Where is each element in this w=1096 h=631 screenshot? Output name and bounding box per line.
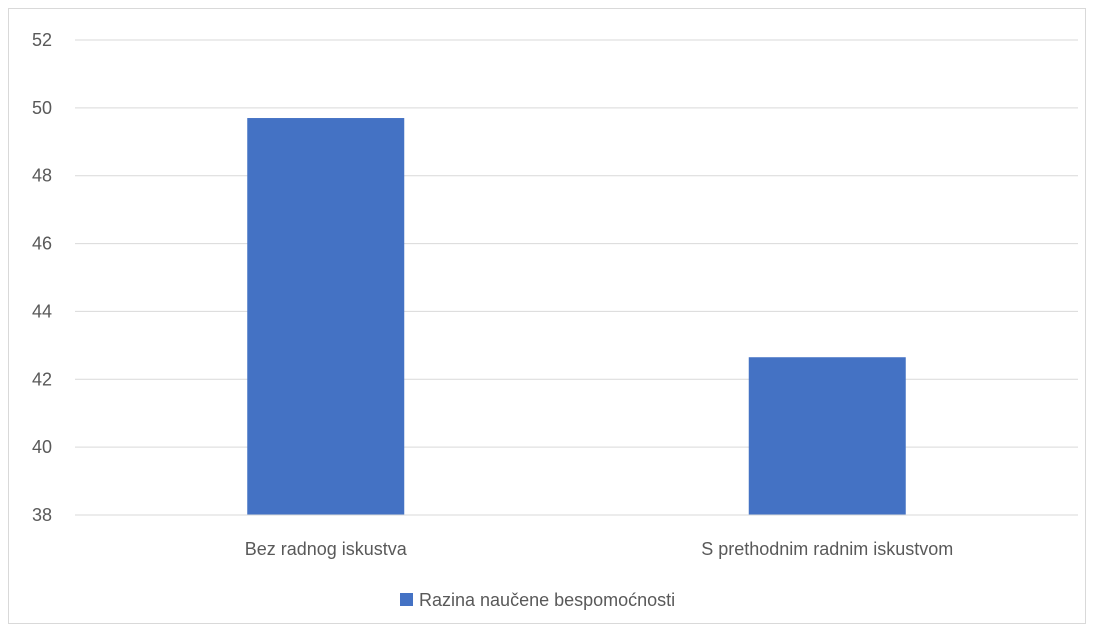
- x-axis-categories: Bez radnog iskustva S prethodnim radnim i…: [245, 539, 954, 559]
- x-category-label: Bez radnog iskustva: [245, 539, 408, 559]
- y-tick-label: 50: [32, 98, 52, 118]
- y-tick-label: 44: [32, 301, 52, 321]
- y-axis-ticks: 38 40 42 44 46 48 50 52: [32, 30, 52, 525]
- legend: Razina naučene bespomoćnosti: [400, 590, 675, 610]
- bars: [247, 118, 906, 516]
- bar: [247, 118, 405, 516]
- y-tick-label: 42: [32, 369, 52, 389]
- bar: [748, 357, 906, 515]
- legend-label: Razina naučene bespomoćnosti: [419, 590, 675, 610]
- y-tick-label: 52: [32, 30, 52, 50]
- y-tick-label: 48: [32, 166, 52, 186]
- y-tick-label: 46: [32, 234, 52, 254]
- legend-swatch: [400, 593, 413, 606]
- y-tick-label: 38: [32, 505, 52, 525]
- y-tick-label: 40: [32, 437, 52, 457]
- chart-frame: [8, 8, 1086, 624]
- x-category-label: S prethodnim radnim iskustvom: [701, 539, 953, 559]
- gridlines: [75, 39, 1078, 448]
